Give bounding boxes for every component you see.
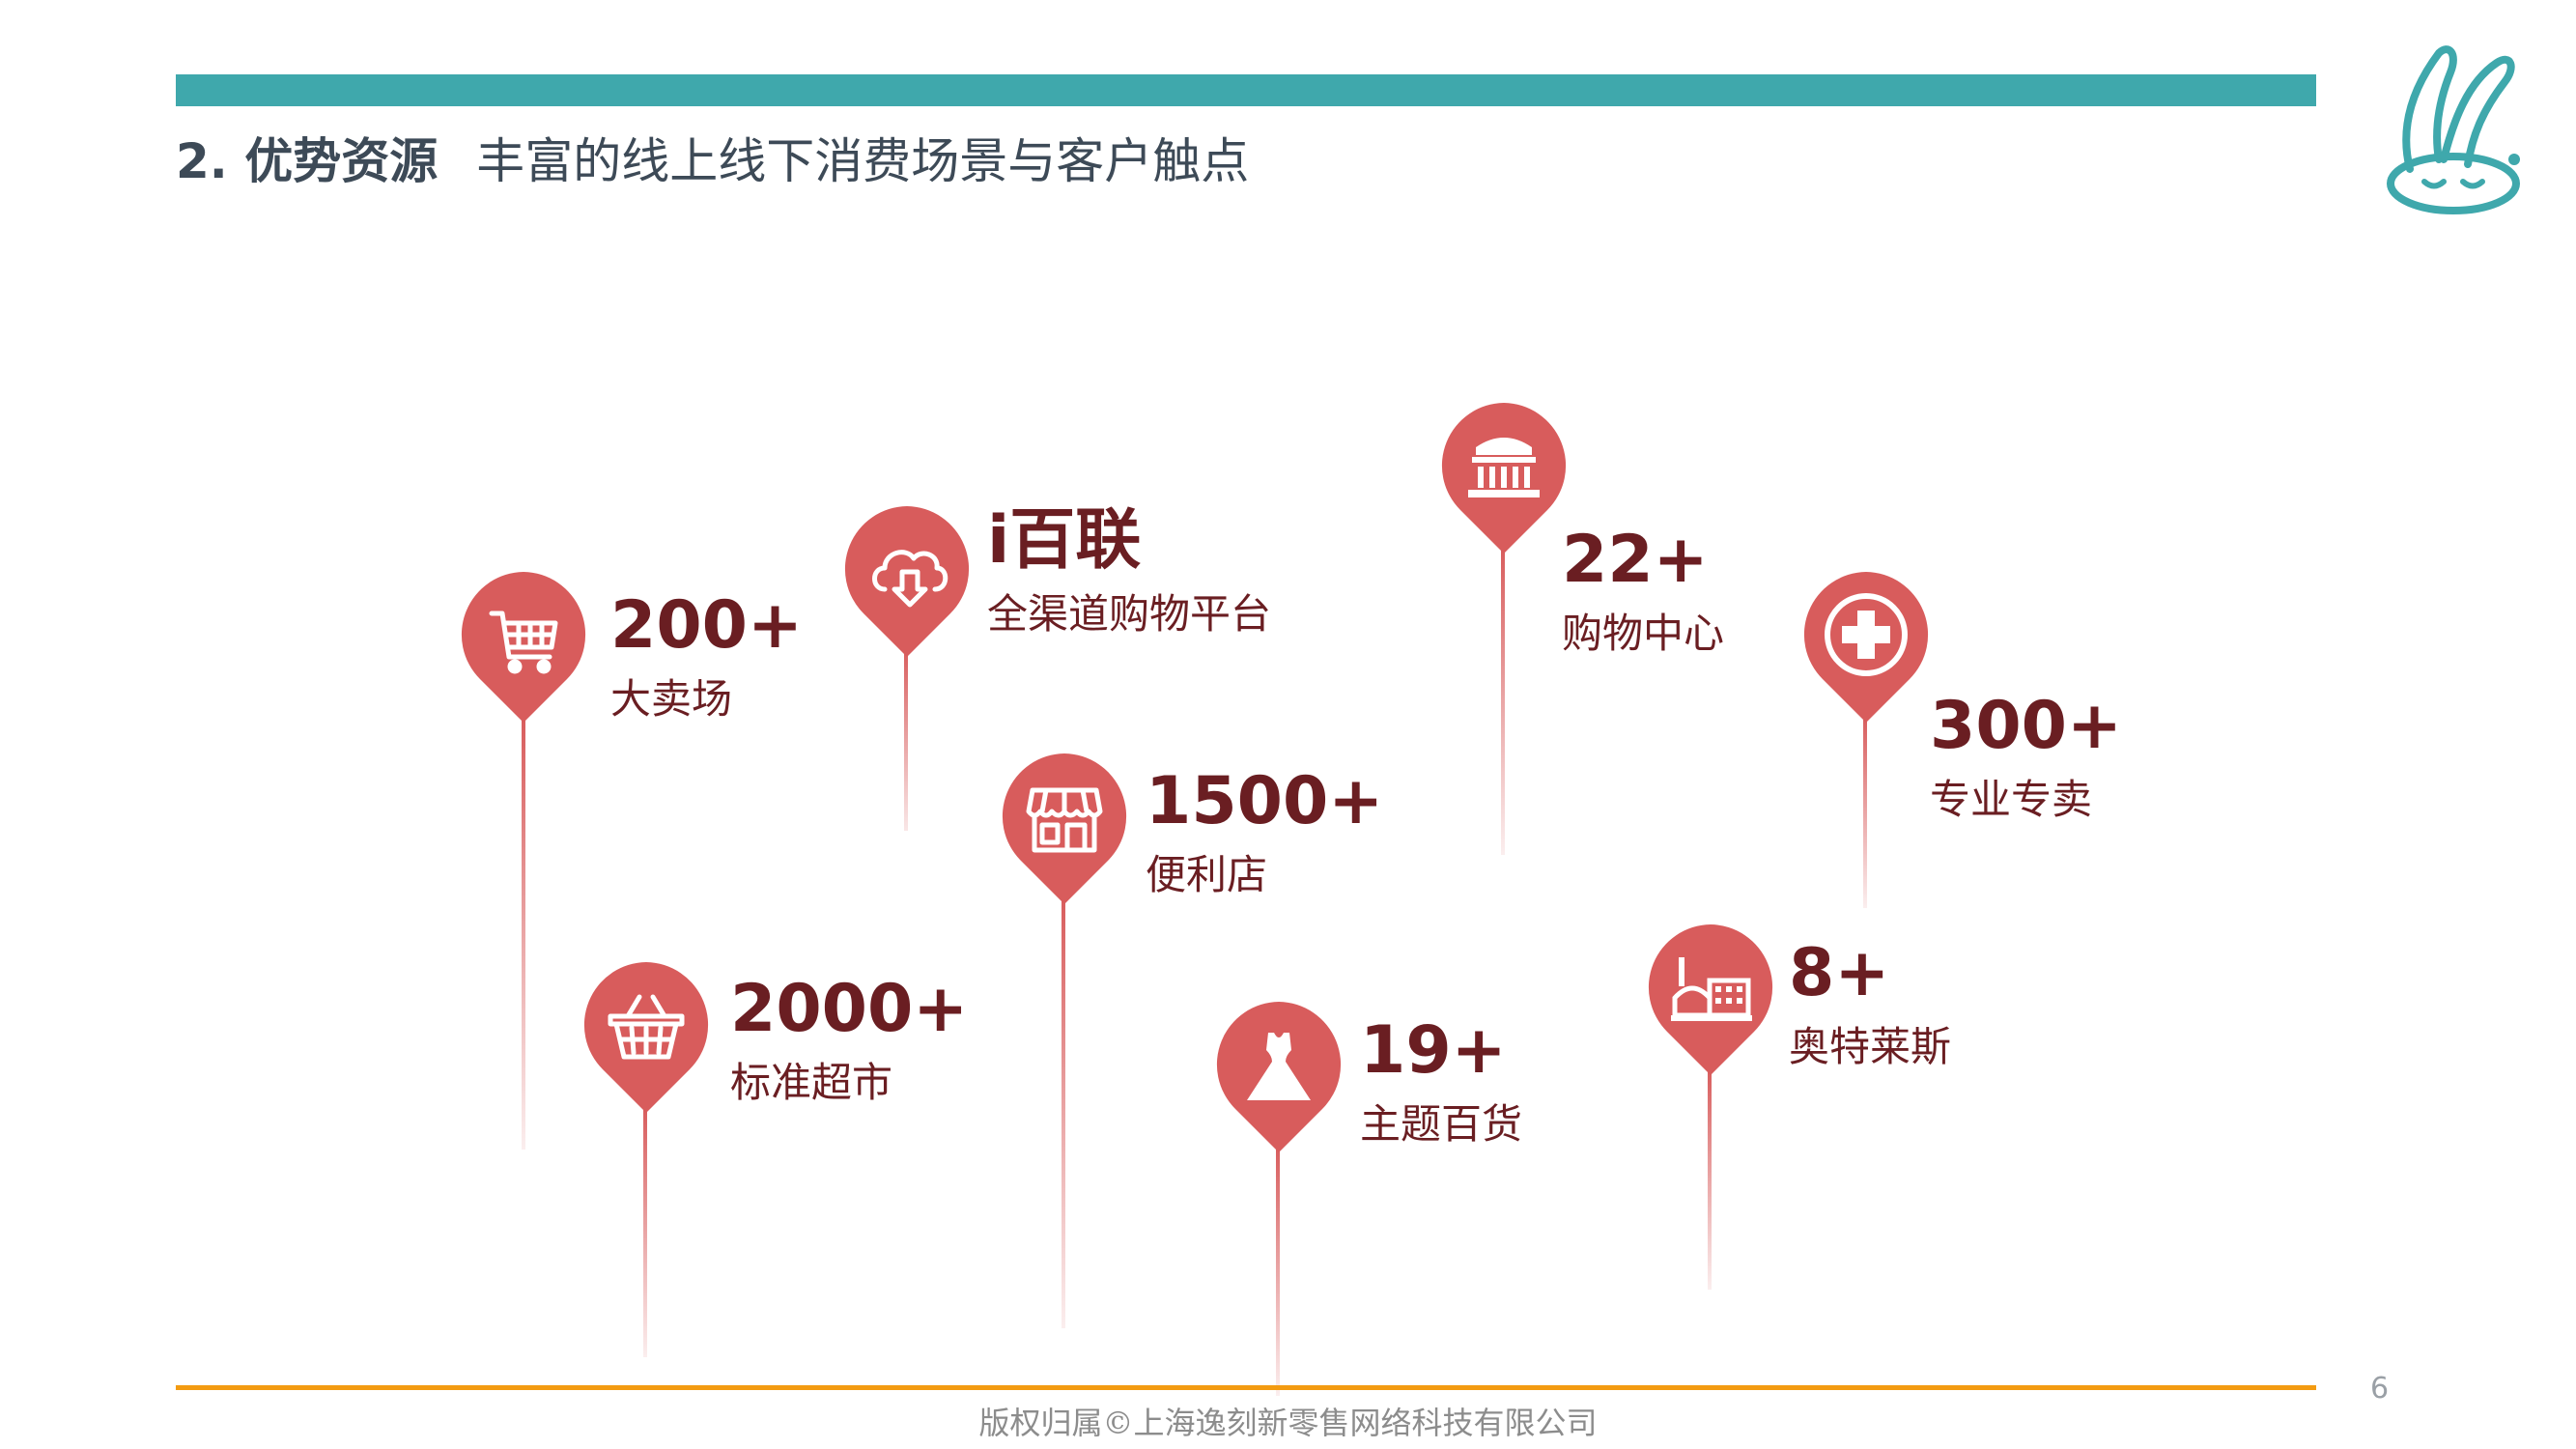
mall-count: 22+ [1562, 522, 1709, 598]
supermarket-label: 标准超市 [730, 1059, 893, 1106]
section-subtitle: 丰富的线上线下消费场景与客户触点 [476, 133, 1250, 189]
dress-icon [1247, 1033, 1311, 1100]
page-number: 6 [2370, 1372, 2390, 1406]
medical-cross-icon [1825, 593, 1908, 676]
specialty-count: 300+ [1930, 688, 2122, 764]
pin-stem [1708, 1067, 1712, 1290]
shopping-basket-icon [608, 994, 685, 1060]
copyright-text: 版权归属©上海逸刻新零售网络科技有限公司 [978, 1405, 1598, 1441]
convenience-label: 便利店 [1146, 851, 1268, 898]
header-accent-bar [176, 74, 2316, 106]
pin-stem [904, 647, 908, 831]
pin-supermarket [581, 960, 711, 1115]
footer-divider [176, 1385, 2316, 1390]
supermarket-count: 2000+ [730, 971, 969, 1047]
storefront-icon [1026, 787, 1103, 853]
pin-stem [522, 715, 525, 1150]
outlet-count: 8+ [1789, 935, 1890, 1011]
pin-outlet [1646, 923, 1775, 1077]
hypermarket-count: 200+ [610, 587, 803, 664]
mall-label: 购物中心 [1562, 610, 1725, 657]
department-label: 主题百货 [1360, 1100, 1523, 1148]
rabbit-logo-icon [2387, 45, 2520, 214]
pin-stem [1863, 715, 1867, 908]
pin-specialty-store [1801, 570, 1931, 724]
page-title: 2. 优势资源 丰富的线上线下消费场景与客户触点 [176, 124, 1249, 191]
pin-hypermarket [459, 570, 588, 724]
specialty-label: 专业专卖 [1930, 776, 2093, 823]
omnichannel-brand: i百联 [987, 502, 1142, 579]
convenience-count: 1500+ [1146, 763, 1384, 839]
pin-omnichannel [842, 504, 972, 659]
omnichannel-label: 全渠道购物平台 [987, 590, 1272, 638]
shopping-cart-icon [489, 611, 558, 674]
section-title: 2. 优势资源 [176, 133, 439, 189]
pin-shopping-mall [1439, 401, 1569, 555]
outlet-factory-icon [1671, 957, 1752, 1021]
pin-stem [1276, 1145, 1280, 1396]
hypermarket-label: 大卖场 [610, 675, 733, 723]
pin-stem [643, 1106, 647, 1357]
department-count: 19+ [1360, 1012, 1507, 1089]
pin-stem [1501, 546, 1505, 855]
cloud-download-icon [872, 550, 948, 608]
pin-department-store [1214, 1000, 1344, 1154]
outlet-label: 奥特莱斯 [1789, 1023, 1952, 1070]
pin-stem [1062, 894, 1065, 1328]
mall-building-icon [1468, 438, 1540, 497]
pin-convenience-store [1000, 752, 1129, 906]
